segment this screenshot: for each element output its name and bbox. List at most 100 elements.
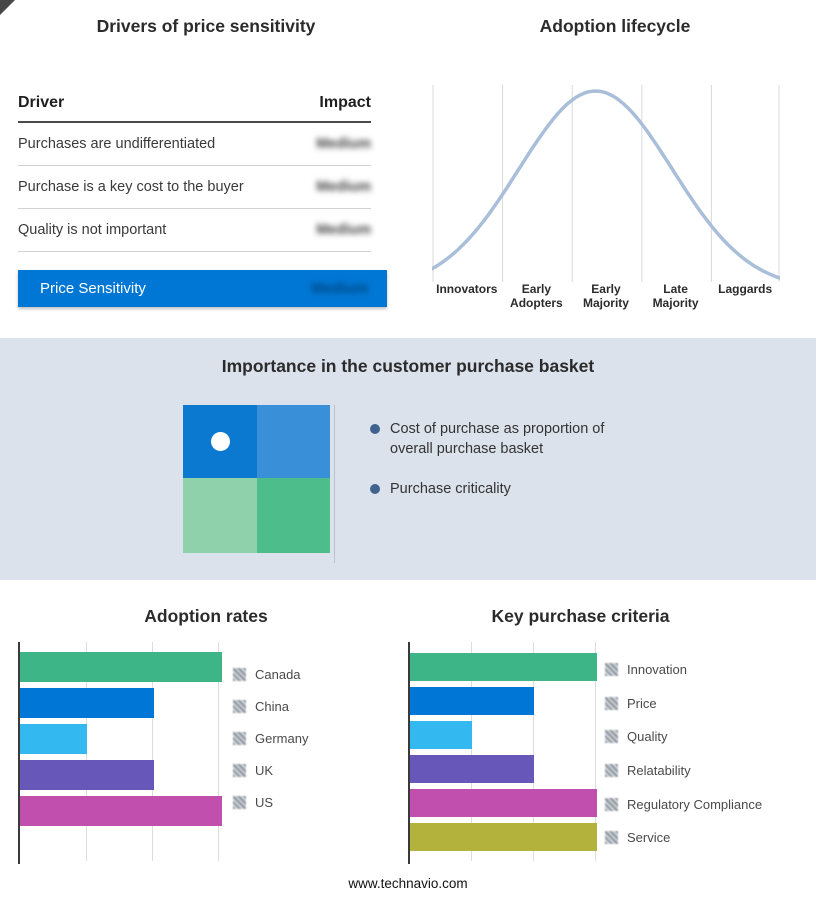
lifecycle-bell-curve [432,89,780,280]
stage-label-laggards: Laggards [718,282,773,296]
stage-label-late-majority: Late Majority [652,282,699,311]
bullet-icon [370,424,380,434]
impact-cell-redacted: Medium [316,179,371,195]
legend-item-innovation: Innovation [605,653,762,687]
bar-row-canada [20,652,225,682]
quadrant-bottom-left [183,478,257,553]
quadrant-axis-line [334,405,335,563]
bar-row-us [20,796,225,826]
legend-label: US [255,794,274,810]
legend-swatch-redacted [605,831,618,845]
drivers-table: Driver Impact Purchases are undifferenti… [18,94,371,252]
lifecycle-stage-labels: Innovators Early Adopters Early Majority… [432,282,780,311]
purchase-basket-band: Importance in the customer purchase bask… [0,338,816,580]
quadrant-top-left [183,405,257,478]
driver-cell: Purchases are undifferentiated [18,136,216,152]
table-row: Purchase is a key cost to the buyer Medi… [18,166,371,209]
table-header-rule [18,121,371,123]
key-purchase-criteria-legend: Innovation Price Quality Relatability Regula… [605,653,762,855]
legend-item-us: US [233,786,308,818]
legend-swatch-redacted [605,797,618,811]
price-sensitivity-value-redacted: Medium [311,280,368,297]
adoption-lifecycle-chart [432,85,780,282]
bar-fill-china [20,688,155,718]
bar-row-innovation [410,653,606,681]
gridline [218,642,219,861]
stage-label-early-adopters: Early Adopters [510,282,563,311]
legend-item-regulatory-compliance: Regulatory Compliance [605,787,762,821]
driver-cell: Quality is not important [18,222,167,238]
legend-label: Service [627,830,671,846]
driver-cell: Purchase is a key cost to the buyer [18,179,244,195]
bar-fill-canada [20,652,222,682]
legend-item-china: China [233,691,308,723]
quadrant-bottom-right [257,478,330,553]
bullet-text: Cost of purchase as proportion of overal… [390,421,605,457]
key-purchase-criteria-axis [408,642,410,864]
bar-fill-germany [20,724,88,754]
legend-label: Innovation [627,662,687,678]
table-row: Quality is not important Medium [18,209,371,252]
basket-title: Importance in the customer purchase bask… [221,356,595,376]
bar-row-china [20,688,225,718]
stage-label-early-majority: Early Majority [582,282,629,311]
bar-fill-uk [20,760,155,790]
legend-label: Price [627,695,657,711]
impact-cell-redacted: Medium [316,222,371,238]
legend-swatch-redacted [605,764,618,778]
adoption-rates-axis [18,642,20,864]
bar-row-relatability [410,755,606,783]
legend-swatch-redacted [605,696,618,710]
bar-row-germany [20,724,225,754]
bar-fill-quality [410,721,473,749]
drivers-panel-title: Drivers of price sensitivity [96,16,316,36]
legend-label: UK [255,762,274,778]
legend-swatch-redacted [233,731,246,745]
stage-label-innovators: Innovators [436,282,498,296]
legend-item-germany: Germany [233,723,308,755]
lifecycle-panel-title: Adoption lifecycle [539,16,691,36]
legend-item-uk: UK [233,754,308,786]
bullet-item: Cost of purchase as proportion of overal… [370,419,660,459]
gridline [595,642,596,861]
quadrant-top-right [257,405,330,478]
table-row: Purchases are undifferentiated Medium [18,123,371,166]
col-header-impact: Impact [319,94,371,111]
bar-fill-price [410,687,535,715]
bar-row-service [410,823,606,851]
key-purchase-criteria-bars [410,653,606,851]
drivers-table-header: Driver Impact [18,94,371,121]
footer-url: www.technavio.com [348,876,468,891]
bar-fill-us [20,796,222,826]
legend-item-quality: Quality [605,720,762,754]
price-sensitivity-label: Price Sensitivity [40,280,146,297]
legend-swatch-redacted [233,795,246,809]
legend-item-relatability: Relatability [605,754,762,788]
legend-label: China [255,699,289,715]
legend-item-price: Price [605,687,762,721]
col-header-driver: Driver [18,94,65,111]
bar-row-regulatory-compliance [410,789,606,817]
bullet-icon [370,484,380,494]
adoption-rates-legend: Canada China Germany UK US [233,659,308,818]
legend-label: Canada [255,667,301,683]
gridline [471,642,472,861]
bullet-item: Purchase criticality [370,479,660,499]
legend-item-canada: Canada [233,659,308,691]
bar-row-uk [20,760,225,790]
position-dot [210,432,230,451]
gridline [533,642,534,861]
legend-label: Relatability [627,763,691,779]
bar-fill-innovation [410,653,597,681]
adoption-rates-title: Adoption rates [144,606,268,626]
purchase-basket-quadrant [183,405,330,553]
price-sensitivity-row: Price Sensitivity Medium [18,270,387,307]
bar-fill-relatability [410,755,535,783]
impact-cell-redacted: Medium [316,136,371,152]
legend-label: Quality [627,729,668,745]
bar-fill-regulatory-compliance [410,789,597,817]
legend-swatch-redacted [605,730,618,744]
legend-swatch-redacted [605,663,618,677]
legend-swatch-redacted [233,763,246,777]
bar-fill-service [410,823,597,851]
